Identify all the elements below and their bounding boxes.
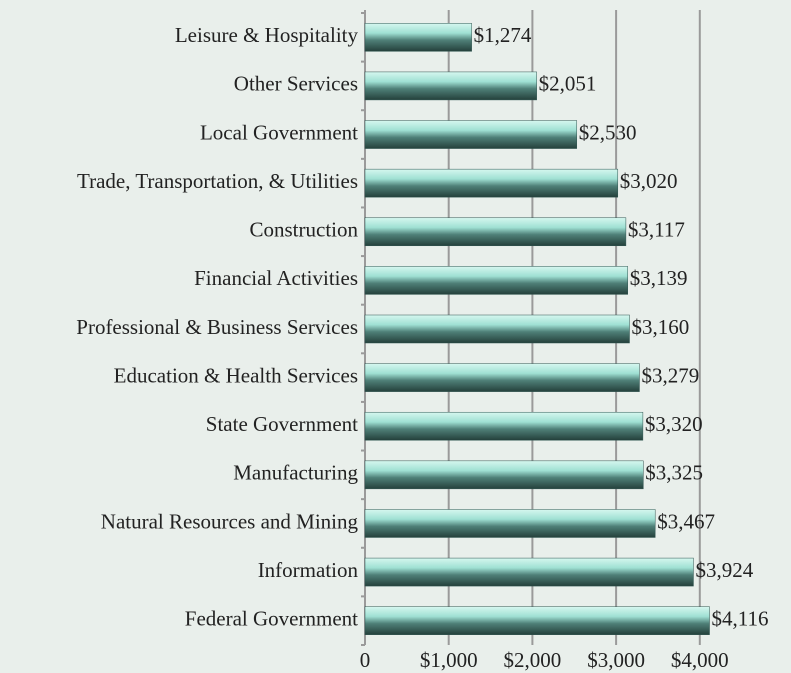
data-label: $2,530 <box>579 120 637 144</box>
data-label: $3,117 <box>628 218 685 242</box>
bar <box>364 168 619 198</box>
bar <box>364 557 694 587</box>
y-tick-label: Local Government <box>200 120 358 144</box>
bar <box>364 411 644 441</box>
x-tick-label: $3,000 <box>587 648 645 672</box>
data-label: $3,139 <box>630 266 688 290</box>
y-tick-label: Trade, Transportation, & Utilities <box>77 169 358 193</box>
y-tick-label: Manufacturing <box>233 461 358 485</box>
bar <box>364 363 640 392</box>
bar <box>364 217 627 247</box>
bar <box>364 460 644 490</box>
data-label: $3,325 <box>645 461 703 485</box>
y-tick-label: Natural Resources and Mining <box>101 509 359 533</box>
bar <box>364 314 630 344</box>
y-tick-label: Information <box>258 558 359 582</box>
x-tick-label: $4,000 <box>671 648 729 672</box>
data-label: $3,467 <box>657 509 715 533</box>
data-label: $3,160 <box>631 315 689 339</box>
bar <box>364 71 537 101</box>
x-tick-label: 0 <box>360 648 371 672</box>
y-tick-label: Professional & Business Services <box>76 315 358 339</box>
y-tick-label: Construction <box>250 218 359 242</box>
bar <box>364 606 710 635</box>
bar <box>364 509 656 538</box>
x-tick-label: $2,000 <box>504 648 562 672</box>
y-tick-label: Leisure & Hospitality <box>175 23 359 47</box>
bar <box>364 120 578 149</box>
data-label: $2,051 <box>539 72 597 96</box>
data-label: $3,020 <box>620 169 678 193</box>
data-label: $3,924 <box>695 558 753 582</box>
data-label: $3,279 <box>641 363 699 387</box>
y-tick-label: Other Services <box>234 72 358 96</box>
y-tick-label: Education & Health Services <box>114 363 358 387</box>
bar <box>364 23 472 52</box>
y-tick-label: State Government <box>206 412 358 436</box>
data-label: $3,320 <box>645 412 703 436</box>
y-tick-label: Financial Activities <box>194 266 358 290</box>
x-tick-label: $1,000 <box>420 648 478 672</box>
y-tick-label: Federal Government <box>185 607 358 631</box>
data-label: $4,116 <box>712 607 769 631</box>
bar <box>364 266 628 295</box>
data-label: $1,274 <box>474 23 532 47</box>
